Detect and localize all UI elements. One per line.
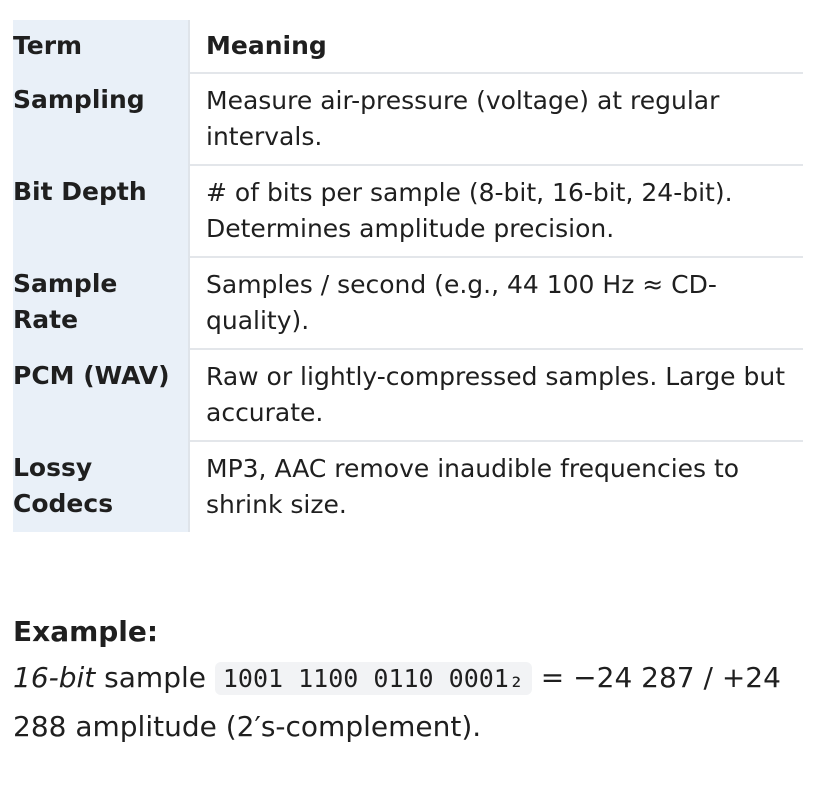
binary-sample-code: 1001 1100 0110 0001₂	[214, 662, 532, 695]
meaning-cell: Samples / second (e.g., 44 100 Hz ≈ CD-q…	[189, 256, 803, 349]
table-row: Sampling Measure air-pressure (voltage) …	[13, 73, 803, 165]
table-row: PCM (WAV) Raw or lightly-compressed samp…	[13, 348, 803, 441]
term-cell: Bit Depth	[13, 165, 190, 257]
table-row: Bit Depth # of bits per sample (8-bit, 1…	[13, 164, 803, 257]
definitions-table-container: Term Meaning Sampling Measure air-pressu…	[13, 20, 803, 532]
definitions-table: Term Meaning Sampling Measure air-pressu…	[13, 20, 803, 532]
example-label: Example:	[13, 615, 159, 648]
example-paragraph: Example: 16-bit sample 1001 1100 0110 00…	[13, 610, 828, 751]
example-emphasis: 16-bit	[13, 661, 96, 694]
example-text-after-code: = −24 287 / +24 288 amplitude (2′s-compl…	[13, 661, 781, 743]
table-row: Lossy Codecs MP3, AAC remove inaudible f…	[13, 440, 803, 532]
meaning-cell: # of bits per sample (8-bit, 16-bit, 24-…	[189, 164, 803, 257]
term-cell: PCM (WAV)	[13, 349, 190, 441]
term-cell: Sampling	[13, 73, 190, 165]
header-meaning: Meaning	[189, 20, 803, 74]
table-header-row: Term Meaning	[13, 20, 803, 74]
meaning-cell: Raw or lightly-compressed samples. Large…	[189, 348, 803, 441]
term-cell: Lossy Codecs	[13, 441, 190, 532]
example-text-before-code: sample	[95, 661, 215, 694]
term-cell: Sample Rate	[13, 257, 190, 349]
header-term: Term	[13, 20, 190, 73]
meaning-cell: MP3, AAC remove inaudible frequencies to…	[189, 440, 803, 532]
meaning-cell: Measure air-pressure (voltage) at regula…	[206, 86, 720, 151]
table-row: Sample Rate Samples / second (e.g., 44 1…	[13, 256, 803, 349]
